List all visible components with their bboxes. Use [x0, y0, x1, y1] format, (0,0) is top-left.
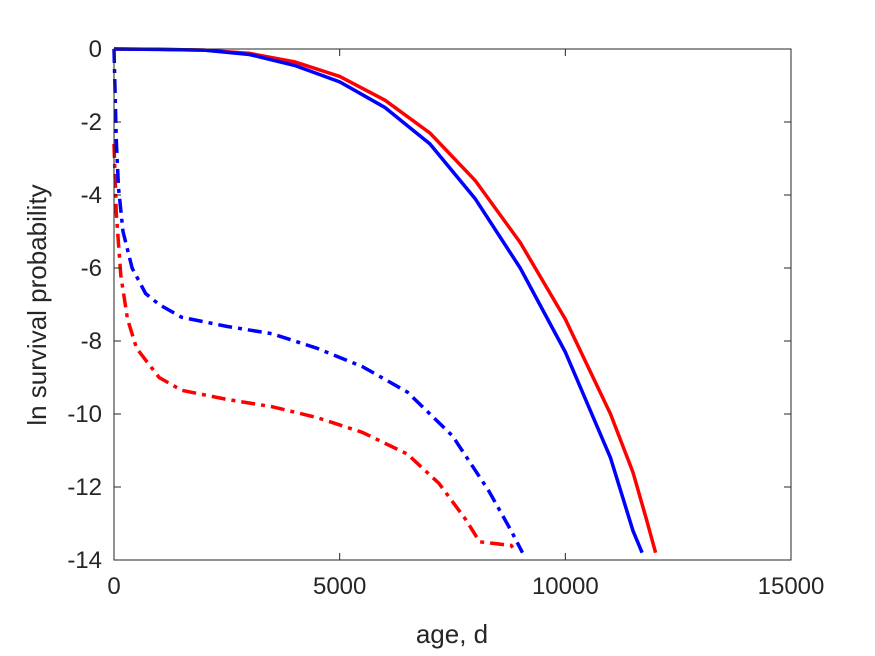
y-axis-label: ln survival probability [22, 184, 52, 425]
y-tick-label-6: -12 [67, 474, 102, 501]
y-tick-label-0: 0 [89, 36, 102, 63]
y-tick-label-1: -2 [81, 109, 102, 136]
series-line-2 [112, 143, 518, 554]
x-tick-label-3: 15000 [758, 573, 825, 600]
plot-frame [113, 48, 792, 561]
x-tick-label-1: 5000 [313, 573, 366, 600]
y-tick-label-4: -8 [81, 328, 102, 355]
x-axis-label: age, d [416, 619, 488, 649]
ticks-layer: 0 5000 10000 15000 0 -2 -4 -6 -8 -10 -12 -14 [67, 36, 824, 600]
series-line-3 [112, 48, 525, 554]
y-tick-label-5: -10 [67, 401, 102, 428]
x-tick-label-0: 0 [107, 573, 120, 600]
series-line-1 [113, 47, 644, 554]
y-tick-label-3: -6 [81, 255, 102, 282]
series-layer [112, 47, 658, 554]
y-tick-label-2: -4 [81, 182, 102, 209]
x-tick-label-2: 10000 [532, 573, 599, 600]
y-tick-label-7: -14 [67, 547, 102, 574]
